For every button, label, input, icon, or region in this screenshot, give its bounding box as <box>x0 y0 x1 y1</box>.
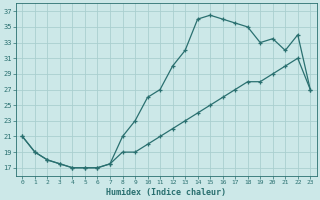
X-axis label: Humidex (Indice chaleur): Humidex (Indice chaleur) <box>106 188 226 197</box>
